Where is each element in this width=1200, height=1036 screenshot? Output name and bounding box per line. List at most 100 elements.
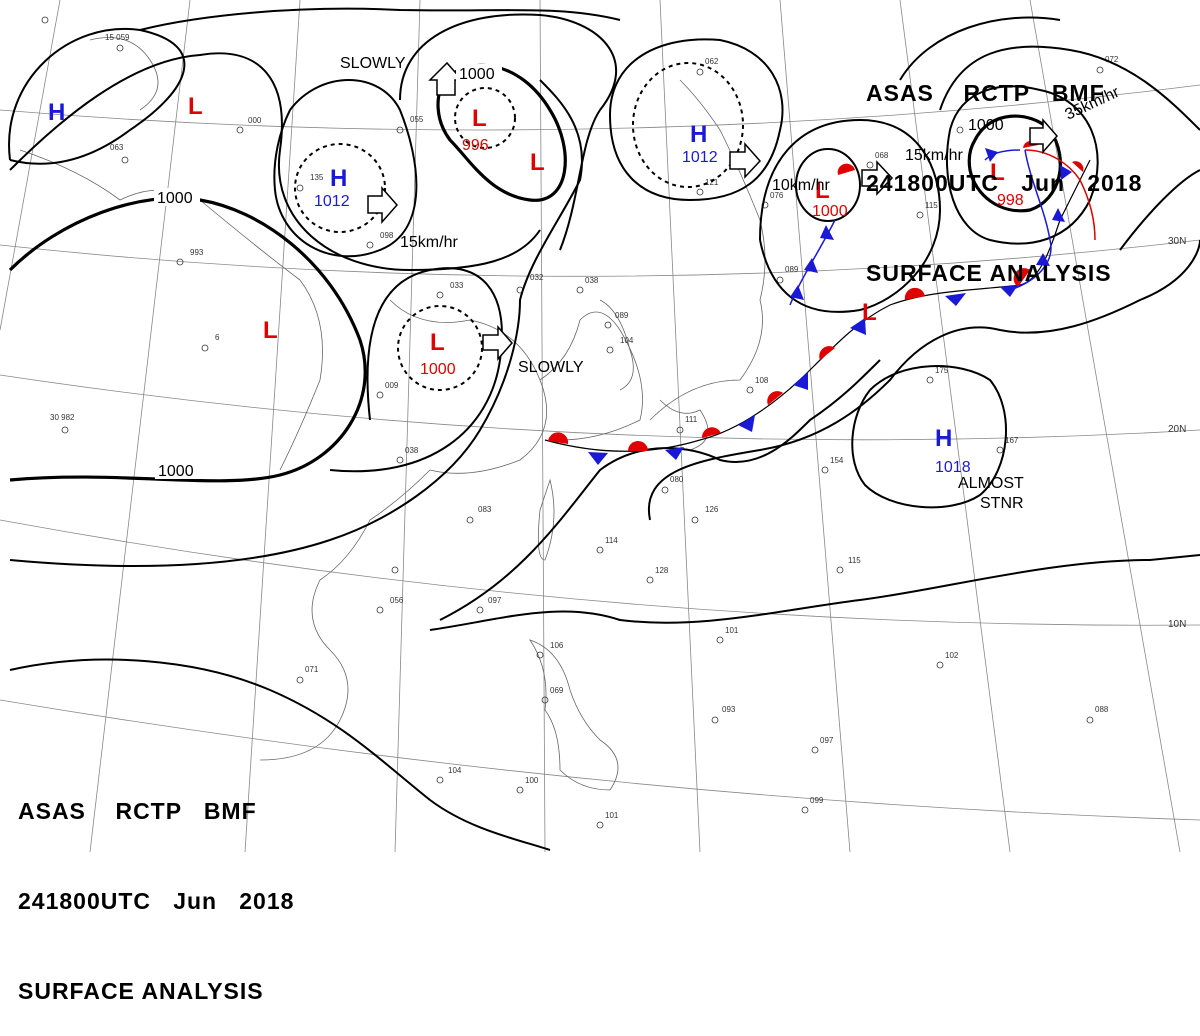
header-line-1: ASAS RCTP BMF: [866, 80, 1105, 106]
svg-text:135: 135: [310, 173, 324, 182]
svg-text:167: 167: [1005, 436, 1019, 445]
svg-text:154: 154: [830, 456, 844, 465]
pressure-center: L 998: [990, 159, 1024, 209]
header-line-3: SURFACE ANALYSIS: [866, 260, 1112, 286]
svg-text:104: 104: [448, 766, 462, 775]
svg-text:1000: 1000: [420, 361, 456, 378]
svg-text:038: 038: [585, 276, 599, 285]
svg-text:063: 063: [110, 143, 124, 152]
svg-text:108: 108: [755, 376, 769, 385]
isobar-label: 1000: [157, 190, 193, 207]
svg-text:072: 072: [1105, 55, 1119, 64]
pressure-center: H 1012: [682, 121, 718, 166]
svg-text:175: 175: [935, 366, 949, 375]
svg-text:1018: 1018: [935, 459, 971, 476]
coastlines: [19, 37, 766, 791]
svg-text:089: 089: [615, 311, 629, 320]
isobar-label: 1000: [158, 463, 194, 480]
svg-text:L: L: [530, 149, 545, 176]
svg-text:068: 068: [875, 151, 889, 160]
motion-label: 15km/hr: [905, 147, 963, 164]
svg-text:L: L: [815, 177, 830, 204]
header-line-3: SURFACE ANALYSIS: [18, 978, 264, 1004]
latitude-label: 30N: [1168, 236, 1186, 247]
motion-arrows: [367, 61, 1058, 361]
svg-text:009: 009: [385, 381, 399, 390]
svg-text:121: 121: [705, 178, 719, 187]
motion-label: STNR: [980, 495, 1024, 512]
svg-text:055: 055: [410, 115, 424, 124]
isobar-labels: 1000 1000 1000 1000: [154, 64, 1004, 480]
pressure-center: L: [862, 299, 877, 326]
latitude-labels: 30N 20N 10N: [1168, 236, 1186, 630]
svg-text:114: 114: [605, 536, 618, 545]
svg-text:106: 106: [550, 641, 564, 650]
svg-text:101: 101: [605, 811, 619, 820]
svg-text:6: 6: [215, 333, 220, 342]
cold-front-east: [789, 163, 855, 306]
header-top-right: ASAS RCTP BMF 241800UTC Jun 2018 SURFACE…: [866, 18, 1142, 318]
svg-text:100: 100: [525, 776, 539, 785]
pressure-centers: H L H 1012 L 996 L H 1012 L 1000 L 998 L: [48, 93, 1024, 476]
motion-label: SLOWLY: [518, 359, 584, 376]
svg-text:L: L: [188, 93, 203, 120]
svg-text:062: 062: [705, 57, 719, 66]
svg-text:071: 071: [305, 665, 319, 674]
svg-text:L: L: [430, 329, 445, 356]
motion-label: 15km/hr: [400, 234, 458, 251]
svg-text:115: 115: [925, 201, 938, 210]
svg-text:097: 097: [820, 736, 834, 745]
svg-text:115: 115: [848, 556, 861, 565]
svg-text:097: 097: [488, 596, 502, 605]
pressure-center: L: [188, 93, 203, 120]
stationary-front: [544, 159, 1091, 465]
graticule: [0, 0, 1200, 852]
header-line-1: ASAS RCTP BMF: [18, 798, 257, 824]
pressure-center: H: [48, 99, 65, 126]
svg-text:088: 088: [1095, 705, 1109, 714]
motion-label: ALMOST: [958, 475, 1024, 492]
svg-text:056: 056: [390, 596, 404, 605]
svg-text:1012: 1012: [682, 149, 718, 166]
isobars: [8, 7, 1200, 851]
weather-map: 15 059 063 993 6 30 982 135 098 055 033 032 038…: [0, 0, 1200, 852]
svg-text:000: 000: [248, 116, 262, 125]
svg-text:L: L: [990, 159, 1005, 186]
svg-text:H: H: [330, 165, 347, 192]
svg-text:093: 093: [722, 705, 736, 714]
motion-label: 10km/hr: [772, 177, 830, 194]
svg-text:089: 089: [785, 265, 799, 274]
svg-text:102: 102: [945, 651, 959, 660]
isobar-label: 1000: [968, 117, 1004, 134]
svg-text:998: 998: [997, 192, 1024, 209]
pressure-center: L 1000: [420, 329, 456, 378]
header-bottom-left: ASAS RCTP BMF 241800UTC Jun 2018 SURFACE…: [18, 736, 294, 1036]
svg-text:076: 076: [770, 191, 784, 200]
motion-label: SLOWLY: [340, 55, 406, 72]
svg-text:033: 033: [450, 281, 464, 290]
pressure-center: L: [263, 317, 278, 344]
svg-text:15 059: 15 059: [105, 33, 130, 42]
header-line-2: 241800UTC Jun 2018: [18, 888, 295, 914]
svg-text:993: 993: [190, 248, 204, 257]
svg-text:L: L: [263, 317, 278, 344]
svg-text:099: 099: [810, 796, 824, 805]
svg-text:L: L: [862, 299, 877, 326]
isobar-label: 1000: [459, 66, 495, 83]
svg-text:032: 032: [530, 273, 544, 282]
pressure-center: L 996: [462, 105, 489, 154]
svg-text:30 982: 30 982: [50, 413, 75, 422]
svg-text:128: 128: [655, 566, 669, 575]
svg-text:038: 038: [405, 446, 419, 455]
svg-text:080: 080: [670, 475, 684, 484]
svg-text:996: 996: [462, 137, 489, 154]
svg-text:104: 104: [620, 336, 634, 345]
svg-text:H: H: [48, 99, 65, 126]
svg-text:098: 098: [380, 231, 394, 240]
latitude-label: 20N: [1168, 424, 1186, 435]
svg-text:101: 101: [725, 626, 739, 635]
header-line-2: 241800UTC Jun 2018: [866, 170, 1143, 196]
svg-text:111: 111: [685, 415, 698, 424]
pressure-center: L 1000: [812, 177, 848, 220]
svg-text:083: 083: [478, 505, 492, 514]
